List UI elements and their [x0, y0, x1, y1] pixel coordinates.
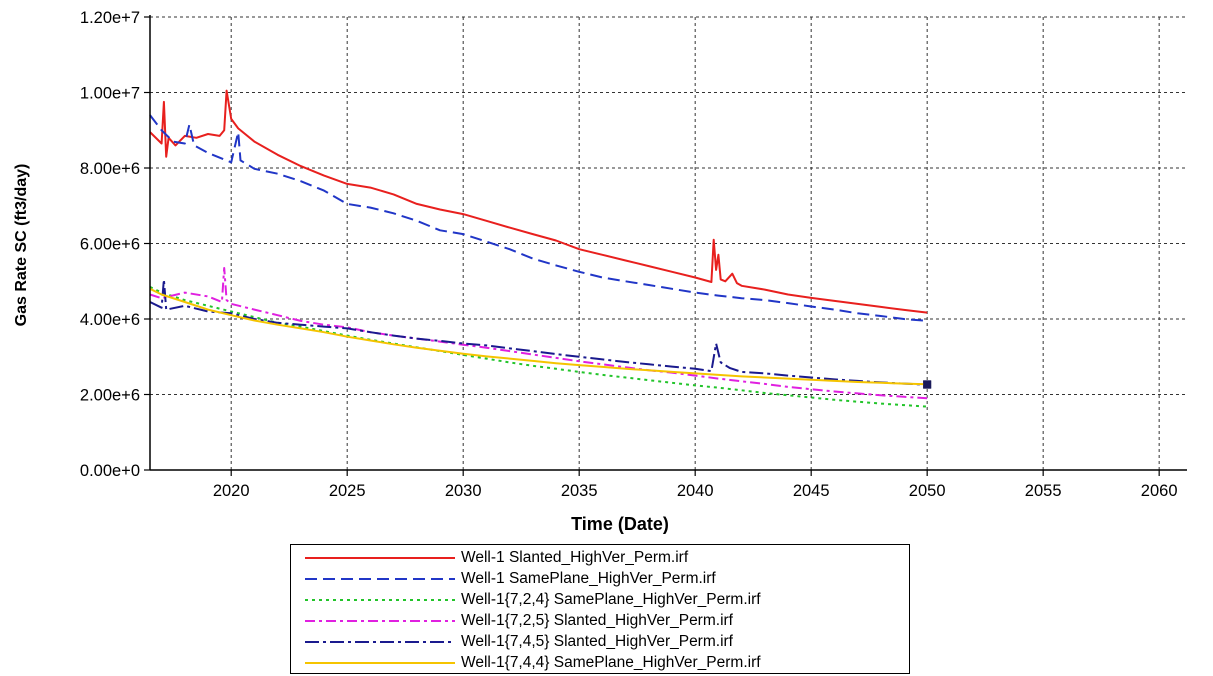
legend-label: Well-1{7,2,4} SamePlane_HighVer_Perm.irf	[461, 591, 761, 608]
legend-label: Well-1{7,4,4} SamePlane_HighVer_Perm.irf	[461, 654, 761, 671]
legend-item: Well-1{7,4,4} SamePlane_HighVer_Perm.irf	[291, 654, 909, 673]
y-axis-label: Gas Rate SC (ft3/day)	[13, 164, 30, 327]
series-lines	[149, 89, 932, 408]
y-tick-label: 4.00e+6	[80, 311, 140, 329]
y-tick-label: 0.00e+0	[80, 462, 140, 480]
series-line-1	[149, 89, 928, 314]
x-tick-label: 2045	[793, 482, 830, 500]
axes	[144, 15, 1187, 476]
series-line-3	[149, 286, 928, 408]
series-line-2	[149, 114, 928, 322]
x-axis-label: Time (Date)	[571, 514, 669, 534]
legend-item: Well-1{7,2,4} SamePlane_HighVer_Perm.irf	[291, 591, 909, 610]
legend-item: Well-1{7,2,5} Slanted_HighVer_Perm.irf	[291, 612, 909, 631]
x-tick-label: 2025	[329, 482, 366, 500]
legend-swatch	[305, 578, 455, 580]
x-tick-label: 2060	[1141, 482, 1178, 500]
x-tick-label: 2035	[561, 482, 598, 500]
legend-item: Well-1{7,4,5} Slanted_HighVer_Perm.irf	[291, 633, 909, 652]
x-tick-label: 2055	[1025, 482, 1062, 500]
legend-swatch	[305, 620, 455, 622]
y-tick-label: 6.00e+6	[80, 236, 140, 254]
legend-label: Well-1{7,4,5} Slanted_HighVer_Perm.irf	[461, 633, 733, 650]
series-end-marker	[923, 380, 932, 389]
y-tick-label: 1.00e+7	[80, 85, 140, 103]
y-tick-label: 2.00e+6	[80, 387, 140, 405]
x-tick-label: 2030	[445, 482, 482, 500]
legend-item: Well-1 Slanted_HighVer_Perm.irf	[291, 549, 909, 568]
y-tick-label: 8.00e+6	[80, 160, 140, 178]
legend-label: Well-1 Slanted_HighVer_Perm.irf	[461, 549, 689, 566]
series-line-5	[149, 278, 928, 386]
legend-label: Well-1{7,2,5} Slanted_HighVer_Perm.irf	[461, 612, 733, 629]
y-tick-label: 1.20e+7	[80, 9, 140, 27]
legend: Well-1 Slanted_HighVer_Perm.irf Well-1 Sa…	[290, 544, 910, 674]
legend-swatch	[305, 557, 455, 559]
legend-swatch	[305, 599, 455, 601]
legend-label: Well-1 SamePlane_HighVer_Perm.irf	[461, 570, 716, 587]
x-tick-label: 2020	[213, 482, 250, 500]
series-line-4	[149, 267, 928, 400]
grid	[150, 16, 1187, 470]
x-tick-label: 2050	[909, 482, 946, 500]
series-line-6	[149, 287, 928, 386]
legend-item: Well-1 SamePlane_HighVer_Perm.irf	[291, 570, 909, 589]
x-tick-label: 2040	[677, 482, 714, 500]
legend-swatch	[305, 641, 455, 643]
tick-labels: 2020 2025 2030 2035 2040 2045 2050 2055 2060 0.00…	[80, 9, 1178, 500]
legend-swatch	[305, 662, 455, 664]
